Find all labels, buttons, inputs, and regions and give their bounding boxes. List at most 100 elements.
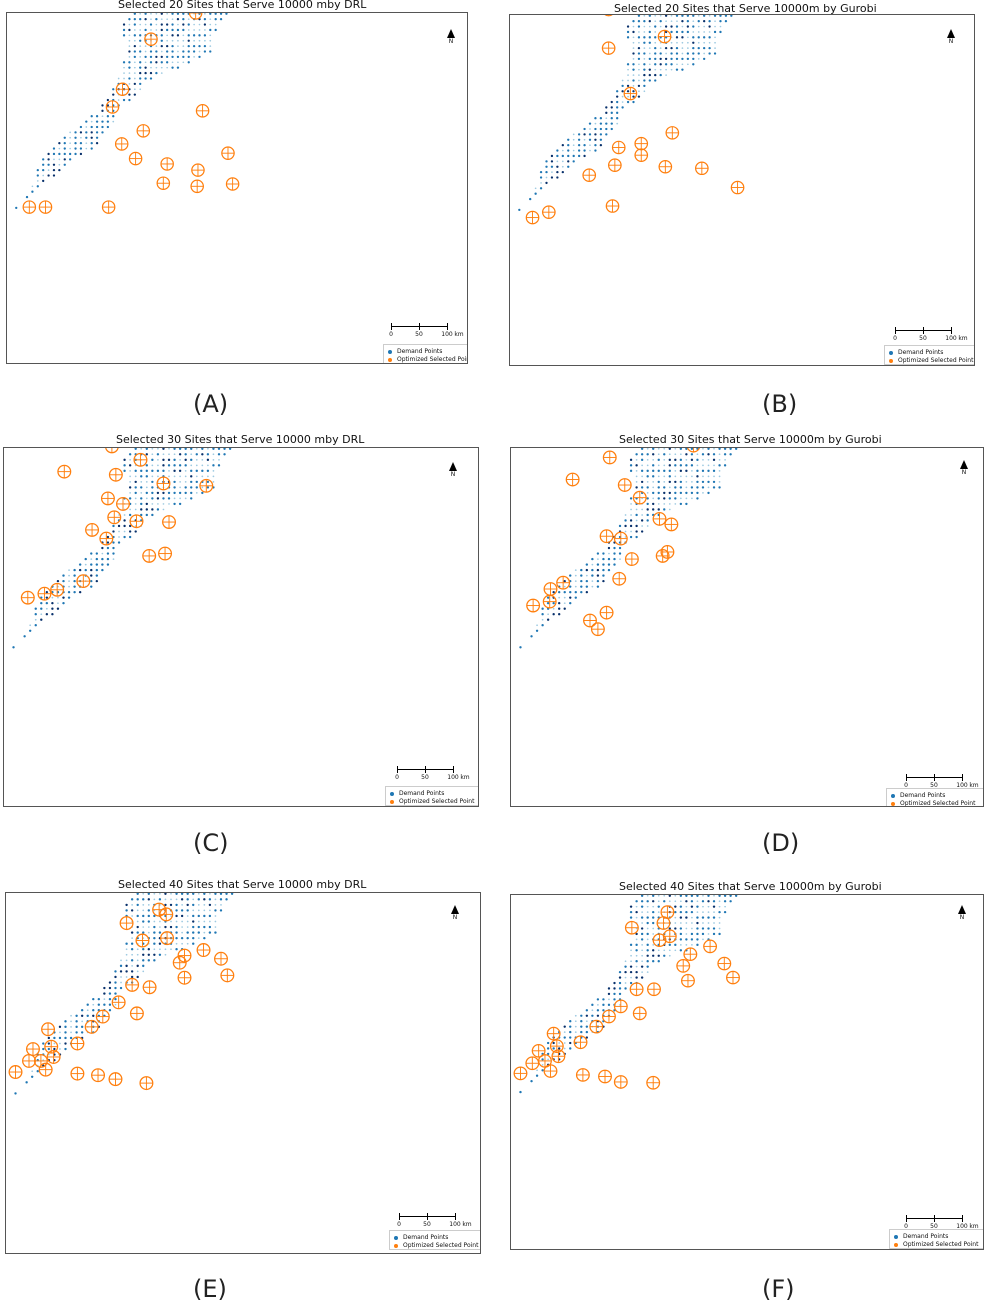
selected-site-marker <box>8 1065 23 1079</box>
panel-label: (A) <box>193 390 229 418</box>
scale-bar: 0 50 100 km <box>397 1213 472 1231</box>
selected-site-marker <box>38 1062 53 1077</box>
selected-site-marker <box>50 582 65 597</box>
selected-site-marker <box>646 1075 661 1090</box>
map-frame: N 0 50 100 km Demand Points Optimized Select… <box>510 447 984 807</box>
selected-site-marker <box>605 199 620 213</box>
selected-site-marker <box>76 574 91 589</box>
selected-site-marker <box>652 933 667 948</box>
selected-site-marker <box>542 594 557 609</box>
scale-tick <box>962 774 963 781</box>
map-frame: N 0 50 100 km Demand Points Optimized Select… <box>6 12 468 364</box>
selected-site-marker <box>125 977 140 992</box>
selected-site-marker <box>589 1019 604 1034</box>
legend-swatch <box>394 1235 398 1240</box>
selected-site-marker <box>85 522 100 537</box>
north-arrow-icon: N <box>444 29 458 45</box>
selected-site-marker <box>119 916 134 931</box>
map-canvas <box>8 893 235 1095</box>
selected-site-marker <box>525 1056 540 1071</box>
selected-site-marker <box>142 548 157 563</box>
selected-sites <box>20 448 214 605</box>
selected-site-marker <box>159 907 174 922</box>
selected-site-marker <box>590 622 605 637</box>
selected-site-marker <box>139 1076 154 1091</box>
selected-site-marker <box>142 980 157 995</box>
selected-site-marker <box>624 552 639 567</box>
selected-site-marker <box>656 916 671 930</box>
selected-site-marker <box>583 613 597 628</box>
scale-tick <box>934 774 935 781</box>
panel-title: Selected 40 Sites that Serve 10000 mby D… <box>118 878 367 891</box>
map-frame: N 0 50 100 km Demand Points Optimized Select… <box>509 14 975 366</box>
legend-selected: Optimized Selected Point <box>891 800 975 806</box>
selected-site-marker <box>624 920 639 935</box>
selected-site-marker <box>115 82 130 97</box>
scale-label: 50 <box>919 335 927 342</box>
selected-site-marker <box>105 100 120 114</box>
legend-swatch <box>891 793 895 798</box>
scale-unit: km <box>454 331 464 338</box>
selected-site-marker <box>726 970 740 985</box>
selected-site-marker <box>70 1066 85 1081</box>
map-canvas <box>519 448 738 649</box>
selected-site-marker <box>575 1068 590 1082</box>
legend-selected: Optimized Selected Point <box>894 1241 978 1248</box>
selected-site-marker <box>91 1068 106 1083</box>
selected-site-marker <box>129 1006 144 1021</box>
scale-unit: km <box>460 774 470 781</box>
panel-title: Selected 30 Sites that Serve 10000m by G… <box>619 433 882 446</box>
legend-text: Optimized Selected Point <box>403 1242 479 1249</box>
scale-label: 0 <box>395 774 399 781</box>
selected-sites <box>8 902 235 1091</box>
selected-site-marker <box>199 478 214 493</box>
selected-site-marker <box>623 86 638 101</box>
legend-text: Demand Points <box>397 348 443 355</box>
selected-site-marker <box>612 571 627 586</box>
selected-site-marker <box>582 168 597 182</box>
selected-site-marker <box>108 1072 123 1087</box>
scale-tick <box>391 323 392 330</box>
selected-site-marker <box>99 531 114 546</box>
selected-site-marker <box>676 959 691 973</box>
selected-site-marker <box>599 529 614 544</box>
demand-points <box>14 893 234 1095</box>
north-arrow-icon: N <box>448 905 462 921</box>
selected-site-marker <box>136 124 151 138</box>
legend-swatch <box>894 1242 898 1247</box>
scale-tick <box>923 327 924 334</box>
scale-tick <box>427 1213 428 1220</box>
legend: Demand Points Optimized Selected Point <box>389 1230 480 1250</box>
map-frame: N 0 50 100 km Demand Points Optimized Select… <box>3 447 479 807</box>
selected-site-marker <box>214 951 228 966</box>
scale-tick <box>951 327 952 334</box>
scale-label: 0 <box>893 335 897 342</box>
selected-site-marker <box>190 179 204 194</box>
selected-site-marker <box>551 1049 566 1064</box>
scale-label: 100 <box>956 782 968 789</box>
scale-label: 50 <box>930 782 938 789</box>
panel-label: (B) <box>762 390 798 418</box>
map-canvas <box>518 15 745 225</box>
scale-tick <box>425 766 426 773</box>
scale-unit: km <box>969 782 979 789</box>
legend-text: Demand Points <box>900 792 946 799</box>
legend-swatch <box>889 358 893 363</box>
legend-text: Optimized Selected Point <box>397 356 468 363</box>
scale-tick <box>453 766 454 773</box>
scale-label: 0 <box>389 331 393 338</box>
selected-site-marker <box>220 968 235 983</box>
selected-site-marker <box>129 514 144 529</box>
scale-tick <box>419 323 420 330</box>
selected-site-marker <box>101 200 116 214</box>
legend-text: Demand Points <box>399 790 445 797</box>
selected-site-marker <box>144 32 158 46</box>
selected-sites <box>525 15 745 225</box>
legend-selected: Optimized Selected Point <box>889 357 973 364</box>
scale-label: 100 <box>441 331 453 338</box>
selected-site-marker <box>84 1019 99 1034</box>
selected-site-marker <box>160 157 174 171</box>
selected-site-marker <box>107 510 122 525</box>
selected-site-marker <box>221 146 235 160</box>
scale-label: 100 <box>447 774 459 781</box>
